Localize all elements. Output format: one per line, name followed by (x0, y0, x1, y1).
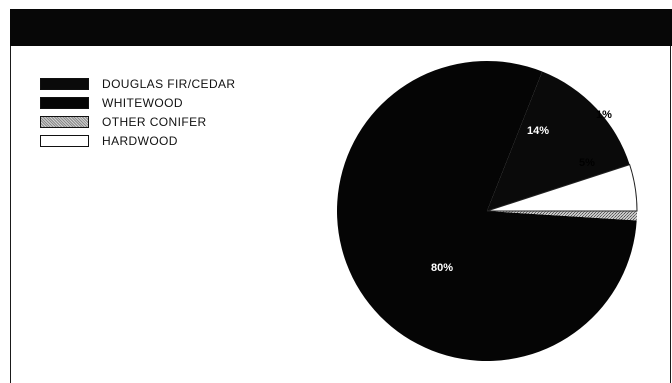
legend-swatch-hardwood (40, 135, 89, 147)
top-margin (0, 0, 672, 9)
legend-label: DOUGLAS FIR/CEDAR (102, 77, 236, 91)
pie-labels: 14% 80% 1% 5% (431, 109, 612, 274)
pie-data-label: 80% (431, 262, 453, 274)
pie-chart: 14% 80% 1% 5% (336, 60, 638, 361)
legend-label: OTHER CONIFER (102, 115, 207, 129)
legend-label: HARDWOOD (102, 134, 178, 148)
legend-item-douglas-fir-cedar: DOUGLAS FIR/CEDAR (40, 76, 300, 94)
legend: DOUGLAS FIR/CEDAR WHITEWOOD OTHER CONIFE… (40, 76, 300, 152)
pie-slice-whitewood (336, 60, 637, 361)
pie-slice-hardwood (486, 164, 638, 212)
pie-data-label: 1% (596, 109, 612, 121)
legend-swatch-whitewood (40, 97, 89, 109)
pie-slice-other-conifer (487, 211, 637, 221)
legend-item-other-conifer: OTHER CONIFER (40, 114, 300, 132)
header-bar (10, 9, 672, 46)
legend-item-hardwood: HARDWOOD (40, 133, 300, 151)
pie-data-label: 14% (527, 125, 549, 137)
legend-swatch-other-conifer (40, 116, 89, 128)
legend-item-whitewood: WHITEWOOD (40, 95, 300, 113)
pie-data-label: 5% (579, 157, 595, 169)
legend-label: WHITEWOOD (102, 96, 183, 110)
legend-swatch-douglas-fir-cedar (40, 78, 89, 90)
pie-slices (336, 60, 638, 361)
